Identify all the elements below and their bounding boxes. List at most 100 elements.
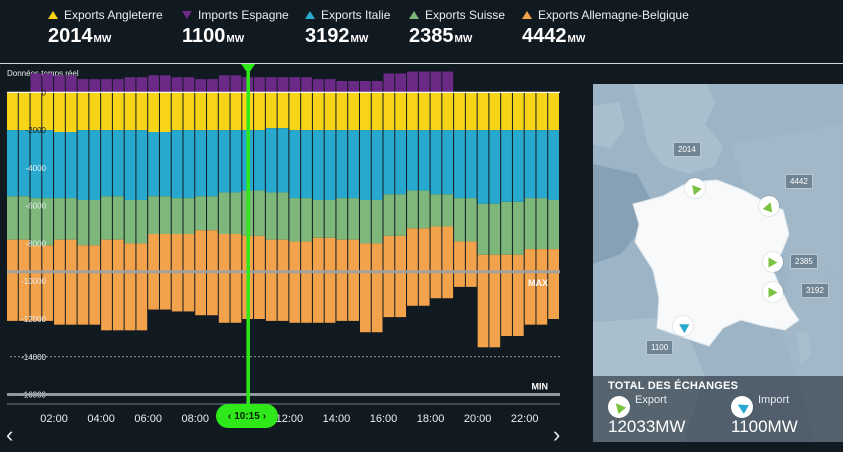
bar-exports-suisse: [301, 198, 312, 242]
legend-item-exports-suisse[interactable]: Exports Suisse 2385MW: [409, 8, 505, 48]
legend-value: 2385: [409, 25, 454, 47]
bar-exports-angleterre: [230, 92, 242, 131]
bar-exports-angleterre: [77, 92, 89, 131]
y-tick-label: -6000: [26, 202, 47, 211]
bar-exports-italie: [395, 130, 407, 195]
bar-exports-allemagne-belgique: [548, 249, 559, 319]
bar-exports-angleterre: [477, 92, 489, 131]
bar-exports-allemagne-belgique: [124, 243, 136, 331]
legend-item-imports-espagne[interactable]: Imports Espagne 1100MW: [182, 8, 289, 48]
triangle-up-icon: [305, 11, 315, 19]
map-value-espagne: 1100: [646, 340, 674, 355]
bar-exports-allemagne-belgique: [465, 241, 477, 287]
bar-exports-angleterre: [54, 92, 65, 132]
bar-exports-italie: [218, 130, 230, 193]
x-tick-label: 14:00: [323, 413, 351, 425]
bar-exports-suisse: [524, 198, 536, 250]
bar-imports-espagne: [395, 73, 407, 93]
export-icon: [608, 396, 630, 418]
x-tick-label: 02:00: [40, 413, 68, 425]
bar-exports-suisse: [383, 194, 395, 236]
legend-header: Exports Angleterre 2014MW Imports Espagn…: [0, 0, 843, 63]
bar-exports-allemagne-belgique: [77, 245, 89, 325]
flow-allemagne-belgique-icon[interactable]: [759, 196, 779, 216]
bar-exports-suisse: [112, 196, 124, 240]
next-day-button[interactable]: ›: [553, 422, 561, 447]
bar-exports-angleterre: [359, 92, 371, 131]
bar-exports-allemagne-belgique: [89, 245, 101, 325]
legend-label: Exports Suisse: [425, 8, 506, 22]
export-label: Export: [635, 394, 667, 406]
bar-exports-italie: [454, 130, 465, 199]
chevron-right-icon[interactable]: ›: [262, 410, 267, 422]
bar-exports-italie: [465, 130, 477, 199]
bar-exports-suisse: [89, 200, 101, 246]
bar-exports-italie: [418, 130, 430, 191]
map-value-allemagne-belgique: 4442: [785, 174, 813, 189]
bar-exports-suisse: [54, 198, 65, 240]
legend-unit: MW: [93, 34, 112, 45]
bar-exports-allemagne-belgique: [312, 237, 324, 323]
bar-exports-angleterre: [512, 92, 524, 131]
bar-exports-suisse: [159, 196, 171, 234]
bar-exports-angleterre: [101, 92, 112, 131]
x-tick-label: 20:00: [464, 413, 492, 425]
flow-suisse-icon[interactable]: [763, 252, 783, 272]
bar-exports-angleterre: [383, 92, 395, 131]
bar-exports-italie: [207, 130, 218, 197]
bar-exports-italie: [136, 130, 148, 200]
bar-exports-allemagne-belgique: [489, 254, 501, 348]
bar-exports-suisse: [465, 198, 477, 242]
bar-exports-italie: [7, 130, 18, 197]
time-cursor-button[interactable]: ‹ 10:15 ›: [216, 404, 278, 428]
bar-exports-italie: [265, 128, 277, 193]
flow-angleterre-icon[interactable]: [685, 178, 705, 198]
triangle-up-icon: [409, 11, 419, 19]
bar-exports-italie: [124, 130, 136, 200]
bar-exports-angleterre: [465, 92, 477, 131]
bar-exports-angleterre: [195, 92, 207, 131]
flow-espagne-icon[interactable]: [673, 316, 693, 336]
bar-exports-allemagne-belgique: [7, 239, 18, 321]
bar-exports-italie: [277, 128, 289, 193]
ireland-shape: [593, 102, 625, 148]
bar-imports-espagne: [101, 79, 112, 93]
legend-label: Exports Angleterre: [64, 8, 163, 22]
bar-imports-espagne: [254, 77, 265, 93]
chevron-left-icon[interactable]: ‹: [227, 410, 232, 422]
bar-exports-suisse: [442, 194, 454, 227]
bar-exports-italie: [230, 130, 242, 193]
bar-exports-italie: [371, 130, 383, 200]
bar-exports-allemagne-belgique: [407, 228, 418, 306]
bar-exports-angleterre: [89, 92, 101, 131]
bar-exports-suisse: [7, 196, 18, 240]
flow-italie-icon[interactable]: [763, 282, 783, 302]
legend-item-exports-italie[interactable]: Exports Italie 3192MW: [305, 8, 390, 48]
import-icon: [731, 396, 753, 418]
bar-exports-italie: [336, 130, 348, 199]
bar-imports-espagne: [148, 75, 159, 93]
totals-panel: TOTAL DES ÉCHANGES Export 12033MW Import…: [593, 376, 843, 442]
import-label: Import: [758, 394, 790, 406]
y-tick-label: -14000: [21, 353, 46, 362]
corsica-shape: [797, 330, 811, 364]
x-tick-label: 08:00: [181, 413, 209, 425]
bar-exports-allemagne-belgique: [395, 235, 407, 318]
bar-exports-angleterre: [30, 92, 42, 131]
export-total: 12033MW: [608, 417, 686, 436]
bars-group: [7, 71, 560, 348]
bar-exports-suisse: [395, 194, 407, 236]
bar-exports-suisse: [77, 200, 89, 246]
bar-exports-angleterre: [548, 92, 559, 131]
x-tick-label: 12:00: [276, 413, 304, 425]
prev-day-button[interactable]: ‹: [6, 422, 14, 447]
ref-line-label: MAX: [528, 278, 548, 288]
x-tick-label: 22:00: [511, 413, 539, 425]
bar-exports-suisse: [312, 200, 324, 238]
bar-exports-angleterre: [7, 92, 18, 131]
bar-exports-angleterre: [324, 92, 336, 131]
bar-exports-italie: [442, 130, 454, 195]
legend-item-exports-angleterre[interactable]: Exports Angleterre 2014MW: [48, 8, 163, 48]
legend-item-exports-allemagne-belgique[interactable]: Exports Allemagne-Belgique 4442MW: [522, 8, 689, 48]
bar-imports-espagne: [124, 77, 136, 93]
